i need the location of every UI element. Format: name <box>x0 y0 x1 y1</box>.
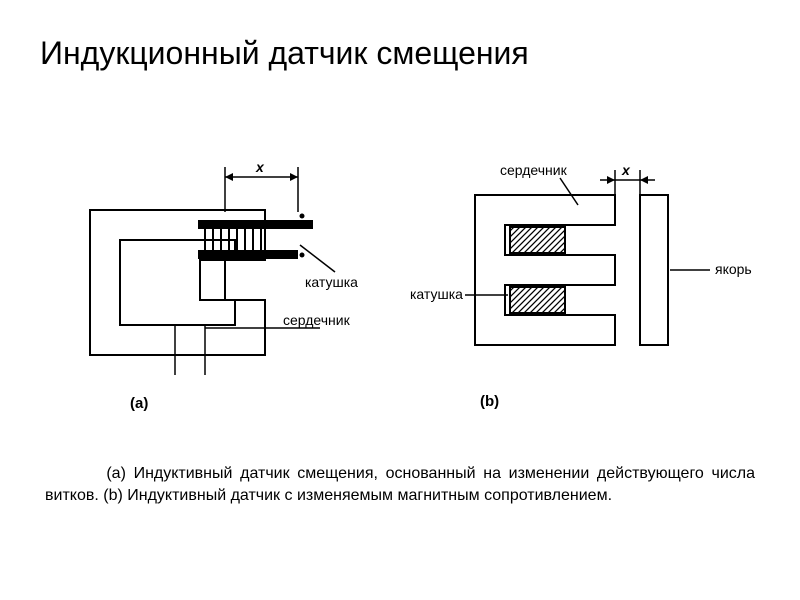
caption-indent <box>45 465 106 482</box>
diagram-panel-b: x сердечник катушка якорь <box>405 150 765 380</box>
diagram-panel-a: x катушка сердечник <box>50 150 380 380</box>
panel-label-a: (a) <box>130 395 148 412</box>
label-coil-b: катушка <box>410 286 463 302</box>
page: Индукционный датчик смещения <box>0 0 800 600</box>
caption: (a) Индуктивный датчик смещения, основан… <box>45 463 755 506</box>
caption-text: (a) Индуктивный датчик смещения, основан… <box>45 465 755 504</box>
label-coil-a: катушка <box>305 274 358 290</box>
label-core-b: сердечник <box>500 162 568 178</box>
page-title: Индукционный датчик смещения <box>40 35 529 72</box>
label-core-a: сердечник <box>283 312 351 328</box>
label-x-a: x <box>255 159 265 175</box>
label-armature-b: якорь <box>715 261 752 277</box>
panel-label-b: (b) <box>480 393 499 410</box>
label-x-b: x <box>621 162 631 178</box>
figure-area: x катушка сердечник <box>50 150 750 410</box>
